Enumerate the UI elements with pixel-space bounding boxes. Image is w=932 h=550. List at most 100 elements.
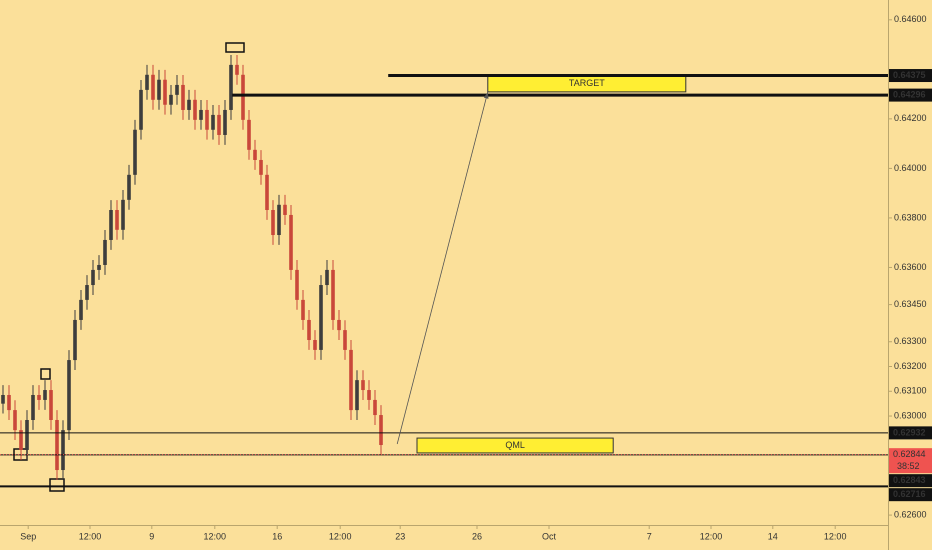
candle-body bbox=[373, 399, 377, 416]
candle-body bbox=[115, 210, 119, 230]
y-tick-label: 0.64200 bbox=[894, 113, 927, 123]
candle-body bbox=[217, 114, 221, 135]
level-tag bbox=[889, 474, 932, 488]
x-tick-label: 12:00 bbox=[204, 531, 227, 541]
candle-body bbox=[301, 299, 305, 320]
candle-body bbox=[349, 349, 353, 411]
candle-body bbox=[1, 394, 5, 404]
level-label: 0.64296 bbox=[893, 89, 926, 99]
candle-body bbox=[259, 159, 263, 175]
x-tick-label: 12:00 bbox=[79, 531, 102, 541]
candle-body bbox=[61, 430, 65, 471]
candle-body bbox=[133, 129, 137, 175]
x-tick-label: 23 bbox=[395, 531, 405, 541]
candle-body bbox=[85, 285, 89, 300]
candle-body bbox=[343, 330, 347, 350]
current-price-tag bbox=[889, 448, 932, 474]
level-label: 0.62843 bbox=[893, 475, 926, 485]
candle-body bbox=[271, 210, 275, 236]
candle-body bbox=[157, 79, 161, 100]
x-tick-label: 7 bbox=[647, 531, 652, 541]
candle-body bbox=[277, 204, 281, 236]
level-tag bbox=[889, 88, 932, 102]
candles bbox=[1, 54, 383, 480]
candle-body bbox=[67, 360, 71, 431]
countdown: 38:52 bbox=[897, 461, 920, 471]
x-tick-label: 12:00 bbox=[824, 531, 847, 541]
candle-body bbox=[247, 119, 251, 150]
candle-body bbox=[7, 394, 11, 411]
y-tick-label: 0.63800 bbox=[894, 212, 927, 222]
current-price-label: 0.62844 bbox=[893, 449, 926, 459]
candle-body bbox=[103, 239, 107, 265]
candle-body bbox=[325, 269, 329, 286]
x-tick-label: Oct bbox=[542, 531, 557, 541]
y-tick-label: 0.63000 bbox=[894, 410, 927, 420]
candle-body bbox=[79, 299, 83, 320]
level-tag bbox=[889, 426, 932, 440]
candle-body bbox=[313, 340, 317, 350]
zone bbox=[416, 437, 614, 454]
candle-body bbox=[337, 319, 341, 331]
y-tick-label: 0.63200 bbox=[894, 361, 927, 371]
candle-body bbox=[307, 319, 311, 341]
candle-body bbox=[379, 415, 383, 446]
level-tag bbox=[889, 488, 932, 502]
candle-body bbox=[97, 264, 101, 270]
candle-body bbox=[13, 410, 17, 431]
arrow-head bbox=[483, 91, 489, 99]
pivot-box bbox=[225, 42, 245, 53]
x-tick-label: Sep bbox=[20, 531, 36, 541]
candle-body bbox=[73, 319, 77, 361]
x-tick-label: 16 bbox=[272, 531, 282, 541]
y-tick-label: 0.63300 bbox=[894, 336, 927, 346]
x-tick-label: 12:00 bbox=[329, 531, 352, 541]
candle-body bbox=[55, 420, 59, 471]
level-label: 0.62932 bbox=[893, 427, 926, 437]
zone-label: QML bbox=[505, 440, 525, 450]
candle-body bbox=[265, 174, 269, 210]
candle-body bbox=[139, 89, 143, 130]
pivot-box bbox=[40, 368, 51, 380]
y-tick-label: 0.64600 bbox=[894, 14, 927, 24]
candle-body bbox=[289, 214, 293, 270]
candle-body bbox=[229, 64, 233, 110]
candle-body bbox=[253, 149, 257, 160]
candle-body bbox=[205, 109, 209, 130]
candle-body bbox=[175, 84, 179, 95]
candle-body bbox=[187, 99, 191, 110]
candle-body bbox=[25, 420, 29, 450]
candle-body bbox=[43, 390, 47, 400]
candle-body bbox=[49, 390, 53, 420]
level-label: 0.64375 bbox=[893, 70, 926, 80]
x-tick-label: 9 bbox=[149, 531, 154, 541]
candle-body bbox=[109, 210, 113, 240]
candle-body bbox=[367, 390, 371, 400]
candle-body bbox=[193, 99, 197, 120]
y-tick-label: 0.64000 bbox=[894, 163, 927, 173]
candle-body bbox=[319, 285, 323, 350]
candle-body bbox=[199, 109, 203, 120]
zone-label: TARGET bbox=[569, 78, 605, 88]
x-tick-label: 14 bbox=[768, 531, 778, 541]
y-tick-label: 0.62600 bbox=[894, 509, 927, 519]
candle-body bbox=[361, 380, 365, 391]
candle-body bbox=[295, 269, 299, 300]
candle-body bbox=[121, 199, 125, 230]
candle-body bbox=[235, 64, 239, 75]
x-tick-label: 26 bbox=[472, 531, 482, 541]
candle-body bbox=[169, 94, 173, 105]
candle-body bbox=[241, 74, 245, 120]
candle-body bbox=[37, 394, 41, 400]
candle-body bbox=[151, 74, 155, 100]
candle-body bbox=[283, 204, 287, 215]
candle-body bbox=[211, 114, 215, 130]
candle-body bbox=[355, 380, 359, 411]
candle-body bbox=[145, 74, 149, 90]
candle-body bbox=[163, 79, 167, 105]
candle-body bbox=[19, 430, 23, 450]
arrow bbox=[396, 91, 489, 445]
y-tick-label: 0.63100 bbox=[894, 386, 927, 396]
